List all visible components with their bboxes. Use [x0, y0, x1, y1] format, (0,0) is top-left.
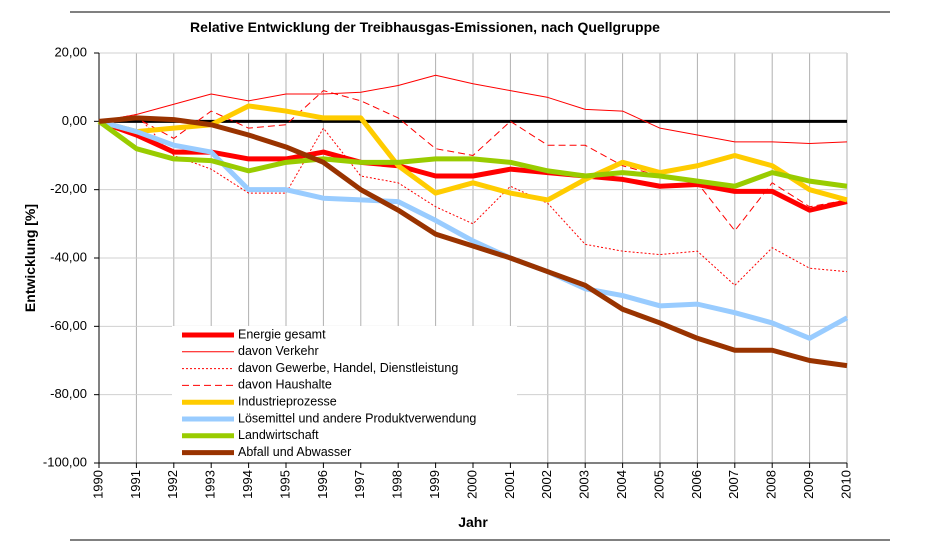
chart-title: Relative Entwicklung der Treibhausgas-Em…	[190, 19, 660, 35]
x-tick-label: 1993	[203, 470, 218, 499]
x-tick-label: 2008	[764, 470, 779, 499]
legend-label: davon Gewerbe, Handel, Dienstleistung	[238, 361, 458, 375]
x-tick-label: 1992	[165, 470, 180, 499]
x-tick-label: 2005	[651, 470, 666, 499]
series-line	[98, 115, 848, 369]
series-line	[97, 119, 848, 189]
x-tick-label: 2003	[577, 470, 592, 499]
x-tick-label: 2009	[801, 470, 816, 499]
x-tick-label: 2007	[726, 470, 741, 499]
x-tick-label: 1997	[352, 470, 367, 499]
legend-label: Abfall und Abwasser	[238, 445, 351, 459]
x-tick-label: 1998	[390, 470, 405, 499]
legend-label: Lösemittel und andere Produktverwendung	[238, 411, 476, 425]
y-tick-label: -100,00	[43, 454, 87, 469]
y-tick-label: -80,00	[50, 386, 87, 401]
series-line	[98, 74, 848, 145]
y-tick-label: -60,00	[50, 318, 87, 333]
y-tick-label: 0,00	[62, 113, 87, 128]
legend-label: davon Haushalte	[238, 378, 332, 392]
x-tick-label: 2006	[689, 470, 704, 499]
x-tick-label: 2010	[838, 470, 853, 499]
series-line	[98, 118, 848, 213]
legend-label: Energie gesamt	[238, 327, 326, 341]
plot-lines	[97, 74, 849, 369]
y-axis-label: Entwicklung [%]	[22, 204, 38, 312]
series-line	[98, 114, 848, 286]
x-tick-label: 2001	[502, 470, 517, 499]
x-tick-label: 1991	[128, 470, 143, 499]
legend: Energie gesamt davon Verkehr davon Gewerbe…	[172, 326, 517, 462]
legend-label: Landwirtschaft	[238, 428, 319, 442]
legend-label: Industrieprozesse	[238, 394, 337, 408]
x-tick-label: 1995	[277, 470, 292, 499]
x-tick-label: 2002	[539, 470, 554, 499]
x-axis-label: Jahr	[458, 514, 488, 530]
x-tick-label: 1999	[427, 470, 442, 499]
x-tick-label: 1994	[240, 470, 255, 499]
legend-box	[172, 326, 517, 462]
series-line	[98, 103, 848, 203]
y-tick-label: -20,00	[50, 181, 87, 196]
legend-label: davon Verkehr	[238, 344, 319, 358]
x-tick-label: 2004	[614, 470, 629, 499]
series-line	[98, 90, 848, 232]
x-tick-label: 1990	[90, 470, 105, 499]
x-tick-label: 1996	[315, 470, 330, 499]
y-tick-label: 20,00	[54, 44, 87, 59]
y-tick-label: -40,00	[50, 249, 87, 264]
x-tick-label: 2000	[464, 470, 479, 499]
